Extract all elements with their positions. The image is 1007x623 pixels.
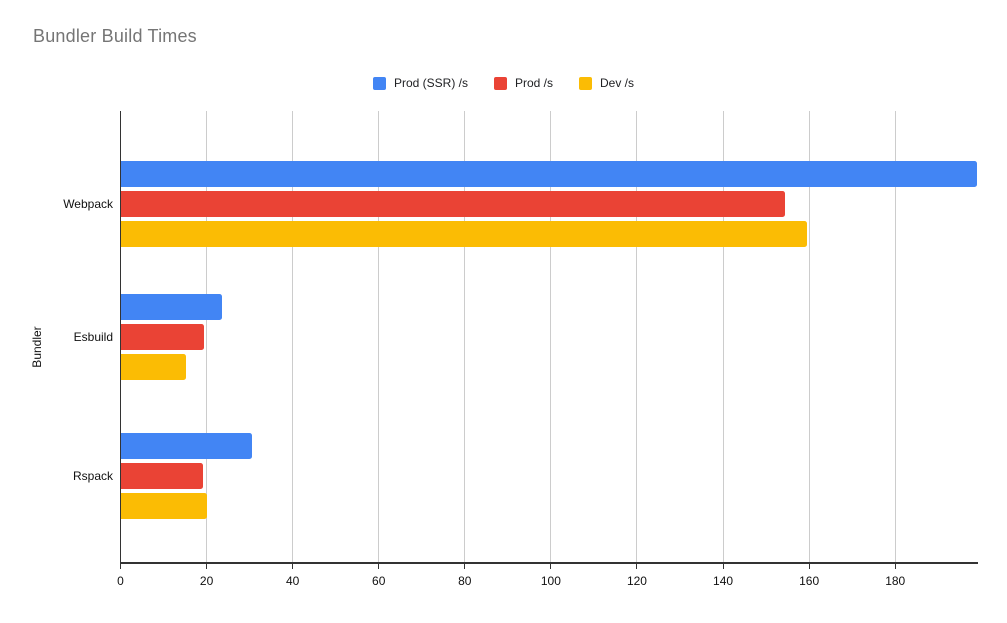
x-tick-label: 0 xyxy=(117,574,124,588)
gridline xyxy=(894,111,896,563)
bar-rspack-prod-ssr[interactable] xyxy=(121,433,252,459)
legend-swatch-icon xyxy=(372,76,386,90)
legend-item-prod-ssr[interactable]: Prod (SSR) /s xyxy=(372,76,468,90)
bar-webpack-dev[interactable] xyxy=(121,221,807,247)
bar-rspack-prod[interactable] xyxy=(121,463,204,489)
x-axis-tick xyxy=(464,563,466,569)
gridline xyxy=(722,111,724,563)
bar-esbuild-prod[interactable] xyxy=(121,324,204,350)
legend-swatch-icon xyxy=(579,76,592,90)
x-axis-tick xyxy=(894,563,896,569)
legend-label: Prod /s xyxy=(514,76,553,90)
legend-label: Prod (SSR) /s xyxy=(393,76,468,90)
legend-item-prod[interactable]: Prod /s xyxy=(493,76,553,90)
x-axis-tick xyxy=(206,563,208,569)
legend-swatch-icon xyxy=(493,76,507,90)
x-tick-label: 100 xyxy=(540,574,561,588)
bar-esbuild-prod-ssr[interactable] xyxy=(121,294,222,320)
x-axis-tick xyxy=(292,563,294,569)
x-tick-label: 120 xyxy=(626,574,647,588)
x-axis-tick xyxy=(722,563,724,569)
x-axis-tick xyxy=(550,563,552,569)
gridline xyxy=(292,111,294,563)
bar-esbuild-dev[interactable] xyxy=(121,354,186,380)
y-category-label: Rspack xyxy=(72,469,113,483)
x-tick-label: 60 xyxy=(372,574,386,588)
y-category-label: Esbuild xyxy=(73,330,113,344)
bar-webpack-prod-ssr[interactable] xyxy=(121,161,977,187)
x-axis-line xyxy=(120,562,978,564)
gridline xyxy=(464,111,466,563)
x-axis-tick xyxy=(378,563,380,569)
chart-title: Bundler Build Times xyxy=(33,26,197,46)
x-tick-label: 20 xyxy=(199,574,214,588)
gridline xyxy=(378,111,380,563)
gridline xyxy=(550,111,552,563)
gridline xyxy=(636,111,638,563)
x-tick-label: 160 xyxy=(799,574,820,588)
legend-label: Dev /s xyxy=(600,76,635,90)
legend: Prod (SSR) /s Prod /s Dev /s xyxy=(0,76,1007,90)
gridline xyxy=(808,111,810,563)
x-axis-tick xyxy=(120,563,121,569)
y-axis-line xyxy=(120,111,122,563)
x-tick-label: 40 xyxy=(285,574,300,588)
gridline xyxy=(206,111,208,563)
bar-webpack-prod[interactable] xyxy=(121,191,786,217)
x-tick-label: 180 xyxy=(885,574,906,588)
x-axis-tick xyxy=(808,563,810,569)
x-axis-tick xyxy=(636,563,638,569)
y-axis-title: Bundler xyxy=(30,326,44,368)
legend-item-dev[interactable]: Dev /s xyxy=(579,76,634,90)
x-tick-label: 140 xyxy=(713,574,734,588)
y-category-label: Webpack xyxy=(63,197,113,211)
x-tick-label: 80 xyxy=(458,574,472,588)
bar-rspack-dev[interactable] xyxy=(121,493,207,519)
